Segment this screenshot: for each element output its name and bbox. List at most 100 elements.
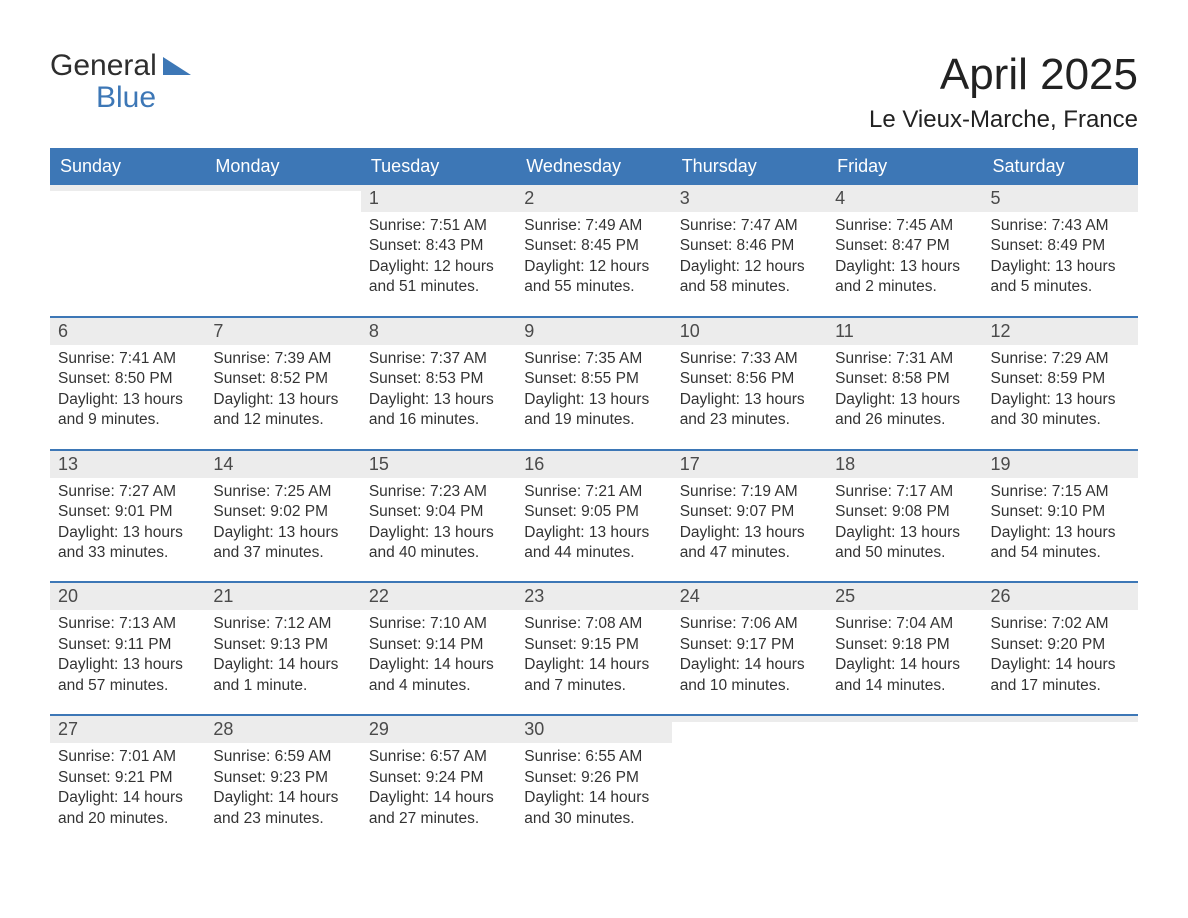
day-cell: 24Sunrise: 7:06 AMSunset: 9:17 PMDayligh… [672, 583, 827, 704]
sunset-text: Sunset: 9:10 PM [991, 502, 1130, 522]
sunrise-text: Sunrise: 7:43 AM [991, 216, 1130, 236]
day-number: 30 [516, 716, 671, 743]
day-cell: 30Sunrise: 6:55 AMSunset: 9:26 PMDayligh… [516, 716, 671, 837]
day-body: Sunrise: 7:41 AMSunset: 8:50 PMDaylight:… [50, 345, 205, 439]
day-body: Sunrise: 7:04 AMSunset: 9:18 PMDaylight:… [827, 610, 982, 704]
sunset-text: Sunset: 9:01 PM [58, 502, 197, 522]
daylight-text: Daylight: 13 hours and 2 minutes. [835, 257, 974, 298]
week-row: 13Sunrise: 7:27 AMSunset: 9:01 PMDayligh… [50, 449, 1138, 572]
day-body: Sunrise: 7:35 AMSunset: 8:55 PMDaylight:… [516, 345, 671, 439]
dow-sunday: Sunday [50, 148, 205, 185]
daylight-text: Daylight: 13 hours and 57 minutes. [58, 655, 197, 696]
day-number: 1 [361, 185, 516, 212]
day-cell: 5Sunrise: 7:43 AMSunset: 8:49 PMDaylight… [983, 185, 1138, 306]
day-body: Sunrise: 7:21 AMSunset: 9:05 PMDaylight:… [516, 478, 671, 572]
day-cell: 26Sunrise: 7:02 AMSunset: 9:20 PMDayligh… [983, 583, 1138, 704]
daylight-text: Daylight: 13 hours and 26 minutes. [835, 390, 974, 431]
day-number: 11 [827, 318, 982, 345]
day-number: 12 [983, 318, 1138, 345]
daylight-text: Daylight: 12 hours and 55 minutes. [524, 257, 663, 298]
day-number: 17 [672, 451, 827, 478]
day-body: Sunrise: 7:08 AMSunset: 9:15 PMDaylight:… [516, 610, 671, 704]
day-cell: 2Sunrise: 7:49 AMSunset: 8:45 PMDaylight… [516, 185, 671, 306]
day-cell: 14Sunrise: 7:25 AMSunset: 9:02 PMDayligh… [205, 451, 360, 572]
day-number: 2 [516, 185, 671, 212]
day-body: Sunrise: 6:59 AMSunset: 9:23 PMDaylight:… [205, 743, 360, 837]
day-body [205, 191, 360, 271]
sunrise-text: Sunrise: 7:51 AM [369, 216, 508, 236]
day-cell: 4Sunrise: 7:45 AMSunset: 8:47 PMDaylight… [827, 185, 982, 306]
sunset-text: Sunset: 9:02 PM [213, 502, 352, 522]
sunrise-text: Sunrise: 7:29 AM [991, 349, 1130, 369]
daylight-text: Daylight: 13 hours and 54 minutes. [991, 523, 1130, 564]
sunset-text: Sunset: 9:24 PM [369, 768, 508, 788]
day-cell [827, 716, 982, 837]
day-cell: 29Sunrise: 6:57 AMSunset: 9:24 PMDayligh… [361, 716, 516, 837]
day-body: Sunrise: 6:55 AMSunset: 9:26 PMDaylight:… [516, 743, 671, 837]
daylight-text: Daylight: 13 hours and 9 minutes. [58, 390, 197, 431]
dow-tuesday: Tuesday [361, 148, 516, 185]
sunrise-text: Sunrise: 7:39 AM [213, 349, 352, 369]
sunrise-text: Sunrise: 7:21 AM [524, 482, 663, 502]
sunset-text: Sunset: 9:14 PM [369, 635, 508, 655]
sunrise-text: Sunrise: 7:08 AM [524, 614, 663, 634]
sunrise-text: Sunrise: 7:45 AM [835, 216, 974, 236]
day-cell: 9Sunrise: 7:35 AMSunset: 8:55 PMDaylight… [516, 318, 671, 439]
weeks-container: 1 Sunrise: 7:51 AMSunset: 8:43 PM Daylight… [50, 185, 1138, 837]
day-number: 6 [50, 318, 205, 345]
day-body: Sunrise: 7:10 AMSunset: 9:14 PMDaylight:… [361, 610, 516, 704]
sunrise-text: Sunrise: 7:15 AM [991, 482, 1130, 502]
sunrise-text: Sunrise: 7:06 AM [680, 614, 819, 634]
day-number: 10 [672, 318, 827, 345]
logo-line1: General [50, 50, 191, 82]
day-cell: 17Sunrise: 7:19 AMSunset: 9:07 PMDayligh… [672, 451, 827, 572]
sunset-text: Sunset: 8:56 PM [680, 369, 819, 389]
logo-triangle-icon [163, 50, 191, 82]
week-row: 20Sunrise: 7:13 AMSunset: 9:11 PMDayligh… [50, 581, 1138, 704]
daylight-text: Daylight: 13 hours and 16 minutes. [369, 390, 508, 431]
sunrise-text: Sunrise: 7:47 AM [680, 216, 819, 236]
day-body: Sunrise: 7:43 AMSunset: 8:49 PMDaylight:… [983, 212, 1138, 306]
sunrise-text: Sunrise: 6:57 AM [369, 747, 508, 767]
sunset-text: Sunset: 9:23 PM [213, 768, 352, 788]
day-body: Sunrise: 7:12 AMSunset: 9:13 PMDaylight:… [205, 610, 360, 704]
sunrise-text: Sunrise: 7:17 AM [835, 482, 974, 502]
sunset-text: Sunset: 9:07 PM [680, 502, 819, 522]
sunset-text: Sunset: 9:17 PM [680, 635, 819, 655]
page-header: General Blue April 2025 Le Vieux-Marche,… [50, 50, 1138, 134]
day-body: Sunrise: 7:47 AMSunset: 8:46 PMDaylight:… [672, 212, 827, 306]
day-number: 29 [361, 716, 516, 743]
daylight-text: Daylight: 13 hours and 12 minutes. [213, 390, 352, 431]
day-number: 28 [205, 716, 360, 743]
daylight-text: Daylight: 14 hours and 23 minutes. [213, 788, 352, 829]
logo-word1: General [50, 50, 157, 82]
day-body: Sunrise: 7:49 AMSunset: 8:45 PMDaylight:… [516, 212, 671, 306]
day-body: Sunrise: 7:45 AMSunset: 8:47 PMDaylight:… [827, 212, 982, 306]
daylight-text: Daylight: 14 hours and 7 minutes. [524, 655, 663, 696]
day-body: Sunrise: 7:25 AMSunset: 9:02 PMDaylight:… [205, 478, 360, 572]
day-number: 13 [50, 451, 205, 478]
day-cell [205, 185, 360, 306]
sunset-text: Sunset: 9:20 PM [991, 635, 1130, 655]
dow-friday: Friday [827, 148, 982, 185]
daylight-text: Daylight: 12 hours and 58 minutes. [680, 257, 819, 298]
day-body: Sunrise: 7:17 AMSunset: 9:08 PMDaylight:… [827, 478, 982, 572]
day-cell: 8Sunrise: 7:37 AMSunset: 8:53 PMDaylight… [361, 318, 516, 439]
sunrise-text: Sunrise: 7:23 AM [369, 482, 508, 502]
daylight-text: Daylight: 14 hours and 1 minute. [213, 655, 352, 696]
sunrise-text: Sunrise: 7:41 AM [58, 349, 197, 369]
sunrise-text: Sunrise: 7:10 AM [369, 614, 508, 634]
sunset-text: Sunset: 8:49 PM [991, 236, 1130, 256]
day-number: 20 [50, 583, 205, 610]
daylight-text: Daylight: 14 hours and 30 minutes. [524, 788, 663, 829]
day-cell: 27Sunrise: 7:01 AMSunset: 9:21 PMDayligh… [50, 716, 205, 837]
day-body [827, 722, 982, 802]
sunset-text: Sunset: 9:05 PM [524, 502, 663, 522]
sunrise-text: Sunrise: 7:33 AM [680, 349, 819, 369]
sunset-text: Sunset: 8:43 PM [369, 236, 508, 256]
logo: General Blue [50, 50, 191, 113]
day-cell [672, 716, 827, 837]
day-number: 19 [983, 451, 1138, 478]
day-cell: 7Sunrise: 7:39 AMSunset: 8:52 PMDaylight… [205, 318, 360, 439]
day-number: 21 [205, 583, 360, 610]
